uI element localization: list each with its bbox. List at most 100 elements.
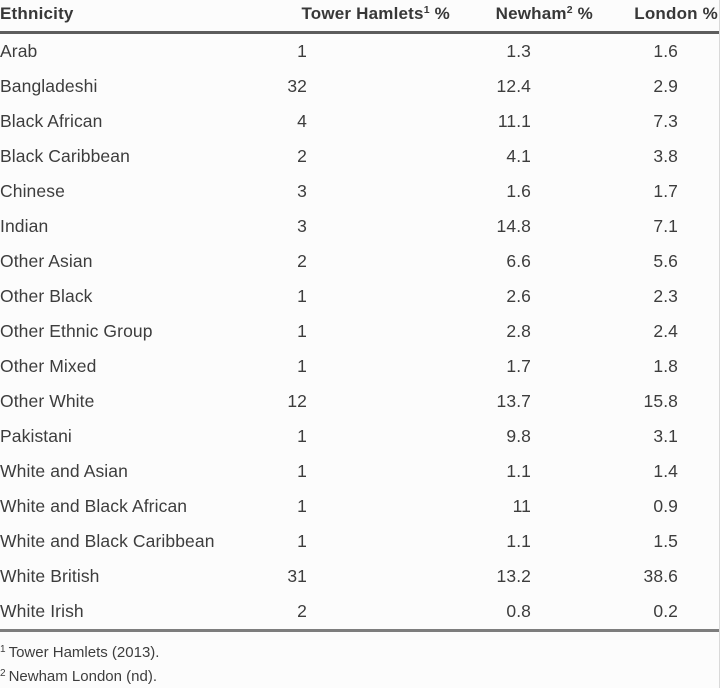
- value-cell: 0.9: [653, 496, 678, 516]
- table-row: White and Black African 1 11 0.9: [0, 489, 720, 524]
- value-cell: 1: [297, 531, 307, 551]
- value-cell: 4: [297, 111, 307, 131]
- value-cell: 6.6: [506, 251, 531, 271]
- header-row: Ethnicity Tower Hamlets1 % Newham2 % London…: [0, 0, 720, 33]
- value-cell: 3.1: [653, 426, 678, 446]
- ethnicity-cell: White Irish: [0, 601, 84, 621]
- value-cell: 31: [287, 566, 307, 586]
- footnote: 1 Tower Hamlets (2013).: [0, 644, 160, 661]
- value-cell: 2: [297, 601, 307, 621]
- value-cell: 1: [297, 286, 307, 306]
- value-cell: 2.6: [506, 286, 531, 306]
- table-row: Pakistani 1 9.8 3.1: [0, 419, 720, 454]
- value-cell: 1.6: [653, 41, 678, 61]
- value-cell: 0.8: [506, 601, 531, 621]
- value-cell: 2: [297, 146, 307, 166]
- value-cell: 1.7: [506, 356, 531, 376]
- footnote-marker-2: 2: [0, 668, 6, 679]
- value-cell: 13.2: [496, 566, 531, 586]
- value-cell: 15.8: [643, 391, 678, 411]
- ethnicity-cell: Indian: [0, 216, 49, 236]
- value-cell: 1.7: [653, 181, 678, 201]
- value-cell: 1.6: [506, 181, 531, 201]
- value-cell: 7.3: [653, 111, 678, 131]
- footnote-marker-2: 2: [566, 4, 573, 16]
- ethnicity-cell: Other Black: [0, 286, 93, 306]
- value-cell: 3.8: [653, 146, 678, 166]
- value-cell: 2.8: [506, 321, 531, 341]
- value-cell: 3: [297, 216, 307, 236]
- value-cell: 2.9: [653, 76, 678, 96]
- table-row: Chinese 3 1.6 1.7: [0, 174, 720, 209]
- value-cell: 2.4: [653, 321, 678, 341]
- value-cell: 3: [297, 181, 307, 201]
- column-header-tower-hamlets: Tower Hamlets1 %: [301, 4, 450, 23]
- ethnicity-cell: Bangladeshi: [0, 76, 98, 96]
- table-row: Other Black 1 2.6 2.3: [0, 279, 720, 314]
- value-cell: 1.3: [506, 41, 531, 61]
- ethnicity-cell: White and Asian: [0, 461, 128, 481]
- column-header-newham: Newham2 %: [495, 4, 593, 23]
- ethnicity-cell: Arab: [0, 41, 38, 61]
- value-cell: 11.1: [497, 111, 531, 131]
- value-cell: 1.4: [653, 461, 678, 481]
- table-row: White and Black Caribbean 1 1.1 1.5: [0, 524, 720, 559]
- value-cell: 9.8: [506, 426, 531, 446]
- value-cell: 5.6: [653, 251, 678, 271]
- value-cell: 1: [297, 461, 307, 481]
- footnotes: 1 Tower Hamlets (2013). 2 Newham London (nd…: [0, 641, 720, 688]
- ethnicity-table: Ethnicity Tower Hamlets1 % Newham2 % London…: [0, 0, 720, 632]
- value-cell: 11: [512, 496, 531, 516]
- ethnicity-cell: Other White: [0, 391, 95, 411]
- table-row: Arab 1 1.3 1.6: [0, 33, 720, 70]
- value-cell: 1.1: [506, 531, 531, 551]
- ethnicity-cell: Pakistani: [0, 426, 72, 446]
- column-header-london: London %: [634, 4, 718, 23]
- value-cell: 1.8: [653, 356, 678, 376]
- ethnicity-cell: White and Black African: [0, 496, 188, 516]
- ethnicity-cell: Black African: [0, 111, 103, 131]
- ethnicity-cell: Other Asian: [0, 251, 93, 271]
- value-cell: 1: [297, 426, 307, 446]
- ethnicity-cell: Chinese: [0, 181, 65, 201]
- ethnicity-cell: White British: [0, 566, 100, 586]
- value-cell: 12: [287, 391, 307, 411]
- ethnicity-cell: White and Black Caribbean: [0, 531, 215, 551]
- value-cell: 4.1: [506, 146, 531, 166]
- table-row: Other Mixed 1 1.7 1.8: [0, 349, 720, 384]
- value-cell: 1.1: [506, 461, 531, 481]
- footnote-marker-1: 1: [423, 4, 430, 16]
- value-cell: 0.2: [653, 601, 678, 621]
- value-cell: 14.8: [496, 216, 531, 236]
- value-cell: 38.6: [643, 566, 678, 586]
- table-row: Indian 3 14.8 7.1: [0, 209, 720, 244]
- footnote-marker-1: 1: [0, 644, 6, 655]
- value-cell: 2.3: [653, 286, 678, 306]
- table-row: Other Asian 2 6.6 5.6: [0, 244, 720, 279]
- value-cell: 12.4: [496, 76, 531, 96]
- ethnicity-cell: Other Ethnic Group: [0, 321, 153, 341]
- table-body: Arab 1 1.3 1.6 Bangladeshi 32 12.4 2.9 Black Afr…: [0, 33, 720, 631]
- value-cell: 1: [297, 321, 307, 341]
- value-cell: 1: [297, 41, 307, 61]
- value-cell: 7.1: [653, 216, 678, 236]
- value-cell: 1: [297, 496, 307, 516]
- table-row: White and Asian 1 1.1 1.4: [0, 454, 720, 489]
- table-row: Other White 12 13.7 15.8: [0, 384, 720, 419]
- footnote: 2 Newham London (nd).: [0, 668, 157, 685]
- table-row: Other Ethnic Group 1 2.8 2.4: [0, 314, 720, 349]
- value-cell: 1: [297, 356, 307, 376]
- table-row: Black Caribbean 2 4.1 3.8: [0, 139, 720, 174]
- column-header-ethnicity: Ethnicity: [0, 4, 74, 23]
- value-cell: 32: [287, 76, 307, 96]
- value-cell: 13.7: [496, 391, 531, 411]
- ethnicity-cell: Black Caribbean: [0, 146, 130, 166]
- value-cell: 2: [297, 251, 307, 271]
- ethnicity-cell: Other Mixed: [0, 356, 97, 376]
- table-row: White British 31 13.2 38.6: [0, 559, 720, 594]
- table-row: White Irish 2 0.8 0.2: [0, 594, 720, 631]
- table-row: Black African 4 11.1 7.3: [0, 104, 720, 139]
- table-row: Bangladeshi 32 12.4 2.9: [0, 69, 720, 104]
- value-cell: 1.5: [653, 531, 678, 551]
